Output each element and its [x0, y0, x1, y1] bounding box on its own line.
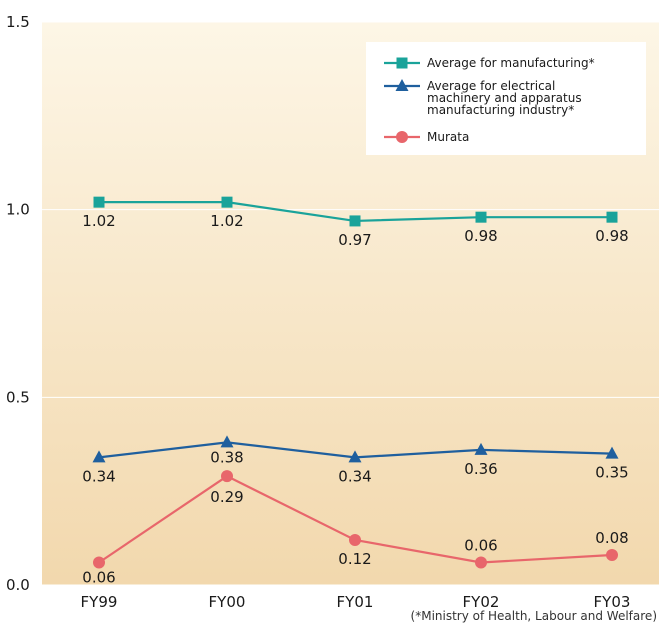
legend-item: Average for manufacturing* [384, 56, 595, 70]
data-label: 0.34 [338, 467, 371, 485]
legend-marker [396, 57, 408, 69]
data-label: 0.36 [464, 460, 497, 478]
data-label: 0.97 [338, 231, 371, 249]
x-tick-label: FY00 [209, 593, 246, 611]
data-label: 0.35 [595, 464, 628, 482]
data-point [221, 196, 233, 208]
series-group: 1.02 1.02 0.97 0.98 0.98 0.34 0.38 0.34 0.36 0.35… [82, 196, 629, 586]
data-point [221, 470, 233, 483]
legend-item: Murata [384, 130, 469, 144]
y-tick-labels: 0.0 0.5 1.0 1.5 [6, 13, 30, 594]
legend-label: manufacturing industry* [427, 103, 574, 117]
data-label: 0.34 [82, 467, 115, 485]
data-point [92, 450, 106, 463]
x-tick-label: FY02 [463, 593, 500, 611]
series-3: 0.06 0.29 0.12 0.06 0.08 [82, 470, 629, 586]
data-label: 0.12 [338, 550, 371, 568]
data-point [349, 533, 361, 546]
legend-marker [396, 131, 408, 143]
y-tick-label: 1.0 [6, 201, 30, 219]
data-label: 0.38 [210, 448, 243, 466]
legend: Average for manufacturing* Average for el… [366, 42, 646, 155]
data-label: 0.06 [82, 568, 115, 586]
y-tick-label: 1.5 [6, 13, 30, 31]
data-point [93, 196, 105, 208]
data-point [220, 435, 234, 448]
data-label: 1.02 [210, 212, 243, 230]
data-point [348, 450, 362, 463]
data-label: 0.08 [595, 529, 628, 547]
data-point [606, 548, 618, 561]
legend-label: Average for manufacturing* [427, 56, 595, 70]
data-point [474, 442, 488, 455]
legend-label: machinery and apparatus [427, 91, 582, 105]
data-point [605, 446, 619, 459]
series-2: 0.34 0.38 0.34 0.36 0.35 [82, 435, 629, 485]
data-point [475, 211, 487, 223]
x-tick-label: FY99 [81, 593, 118, 611]
source-note: (*Ministry of Health, Labour and Welfare… [410, 609, 657, 623]
data-label: 0.29 [210, 488, 243, 506]
data-label: 0.98 [595, 227, 628, 245]
legend-marker [395, 79, 409, 91]
data-point [475, 556, 487, 569]
x-tick-labels: FY99 FY00 FY01 FY02 FY03 [81, 593, 631, 611]
y-tick-label: 0.5 [6, 388, 30, 406]
legend-label: Murata [427, 130, 469, 144]
data-label: 1.02 [82, 212, 115, 230]
data-point [606, 211, 618, 223]
data-point [93, 556, 105, 569]
data-point [349, 215, 361, 227]
y-tick-label: 0.0 [6, 576, 30, 594]
data-label: 0.06 [464, 536, 497, 554]
x-tick-label: FY01 [337, 593, 374, 611]
series-1: 1.02 1.02 0.97 0.98 0.98 [82, 196, 629, 249]
data-label: 0.98 [464, 227, 497, 245]
legend-label: Average for electrical [427, 79, 555, 93]
x-tick-label: FY03 [594, 593, 631, 611]
